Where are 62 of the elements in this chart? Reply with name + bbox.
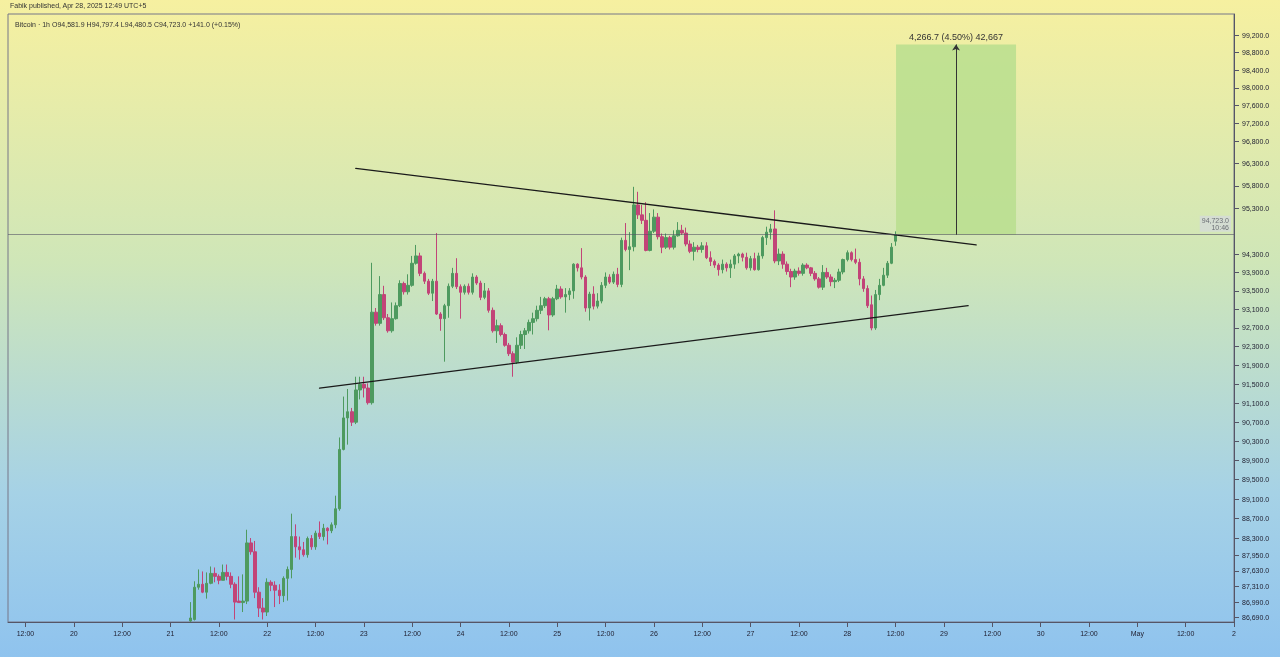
candlestick [483, 282, 486, 300]
candlestick [620, 237, 623, 288]
candlestick [717, 262, 720, 277]
candlestick [692, 241, 696, 261]
candlestick [318, 520, 321, 540]
candlestick [616, 267, 619, 288]
candlestick [310, 534, 313, 551]
candlestick [793, 268, 797, 281]
candlestick [644, 201, 648, 252]
candlestick [354, 376, 358, 425]
candlestick [668, 235, 672, 250]
candlestick [721, 259, 724, 274]
candlestick [390, 301, 394, 334]
data-label: 4,266.7 (4.50%) 42,667 [909, 31, 1004, 42]
candlestick [801, 262, 805, 277]
candlestick [402, 281, 406, 296]
candlestick [821, 264, 825, 291]
candlestick [753, 252, 756, 272]
candlestick [608, 273, 611, 285]
candlestick [431, 278, 434, 302]
candlestick [725, 261, 728, 273]
candlestick [467, 283, 470, 296]
candlestick [648, 212, 652, 252]
candlestick [894, 230, 897, 247]
candlestick [306, 536, 309, 559]
candlestick [850, 250, 853, 262]
candlestick [592, 285, 595, 310]
candlestick [346, 388, 349, 446]
candlestick [265, 577, 269, 617]
candlestick [636, 191, 640, 220]
candlestick [624, 222, 627, 252]
candlestick [322, 523, 325, 541]
candlestick [495, 319, 499, 344]
candlestick [471, 272, 474, 296]
candlestick [809, 266, 813, 277]
candlestick [374, 307, 378, 327]
candlestick [273, 580, 277, 608]
candlestick [664, 233, 668, 250]
candlestick [745, 252, 748, 271]
candlestick [221, 564, 225, 581]
candlestick [294, 523, 297, 559]
candlestick [314, 530, 317, 551]
candlestick [326, 526, 329, 545]
candlestick [201, 570, 204, 594]
candlestick [350, 407, 354, 427]
candlestick [773, 209, 777, 264]
candlestick [696, 244, 700, 253]
candlestick [370, 262, 374, 406]
candlestick [572, 262, 575, 300]
candlestick [777, 248, 781, 266]
candlestick [302, 541, 305, 558]
candlestick [797, 266, 801, 277]
candlestick [588, 291, 591, 322]
candlestick [213, 566, 217, 583]
candlestick [612, 271, 615, 285]
candlestick [749, 255, 752, 272]
candlestick [564, 287, 567, 314]
candlestick [700, 241, 704, 254]
candlestick [378, 275, 382, 327]
candlestick [559, 285, 563, 300]
candlestick [547, 296, 551, 331]
candlestick [463, 283, 466, 296]
